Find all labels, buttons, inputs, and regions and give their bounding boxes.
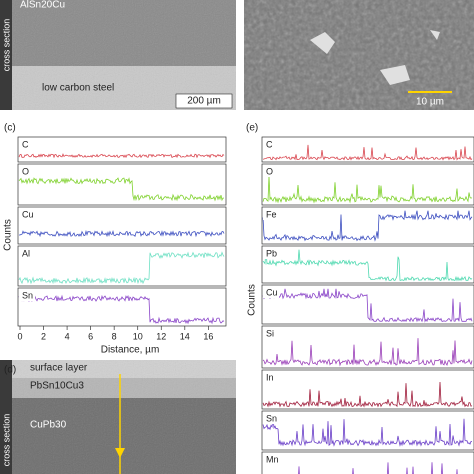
trace xyxy=(262,144,473,161)
trace-frame xyxy=(261,325,474,369)
element-label: O xyxy=(266,166,273,176)
trace-frame xyxy=(261,163,474,206)
label-bg xyxy=(263,138,279,150)
x-tick-label: 8 xyxy=(112,331,117,341)
micrograph-a: AlSn20Cu cross section low carbon steel … xyxy=(0,0,236,110)
element-label: Cu xyxy=(22,209,34,219)
x-axis-label: Distance, µm xyxy=(101,345,160,356)
x-tick-label: 10 xyxy=(133,331,143,341)
element-label: Sn xyxy=(22,290,33,300)
trace xyxy=(262,381,473,408)
x-tick-label: 16 xyxy=(203,331,213,341)
label-bg xyxy=(19,165,35,177)
element-label: Cu xyxy=(266,287,278,297)
label-bg xyxy=(263,286,279,298)
label-bg xyxy=(263,412,279,424)
scale-label: 10 µm xyxy=(416,97,444,108)
x-tick-label: 14 xyxy=(180,331,190,341)
element-label: Si xyxy=(266,328,274,338)
trace xyxy=(262,418,473,447)
element-label: In xyxy=(266,372,274,382)
trace xyxy=(18,153,225,159)
label-bg xyxy=(263,371,279,383)
x-tick-label: 6 xyxy=(88,331,93,341)
layer-label: PbSn10Cu3 xyxy=(30,381,84,392)
substrate-label: low carbon steel xyxy=(42,83,114,94)
element-label: Sn xyxy=(266,413,277,423)
element-label: Fe xyxy=(266,209,277,219)
element-label: C xyxy=(22,139,29,149)
label-bg xyxy=(19,289,35,301)
trace-frame xyxy=(17,163,227,206)
label-bg xyxy=(263,208,279,220)
trace xyxy=(18,251,225,285)
layer-label: surface layer xyxy=(30,363,88,374)
side-label: cross section xyxy=(1,414,11,467)
trace xyxy=(262,249,473,282)
trace-frame xyxy=(261,206,474,245)
element-label: Pb xyxy=(266,248,277,258)
label-bg xyxy=(19,208,35,220)
trace xyxy=(262,175,473,204)
y-axis-label: Counts xyxy=(3,219,14,251)
panel-tag: (c) xyxy=(4,123,16,134)
side-label: cross section xyxy=(1,19,11,72)
label-bg xyxy=(263,327,279,339)
trace-frame xyxy=(17,287,227,327)
trace-frame xyxy=(261,410,474,451)
label-bg xyxy=(263,453,279,465)
trace xyxy=(262,338,473,367)
x-tick-label: 4 xyxy=(65,331,70,341)
label-bg xyxy=(263,247,279,259)
trace xyxy=(262,210,473,242)
y-axis-label: Counts xyxy=(247,284,258,316)
trace xyxy=(18,177,225,202)
label-bg xyxy=(19,247,35,259)
material-label: AlSn20Cu xyxy=(20,0,65,11)
layer-label: CuPb30 xyxy=(30,420,67,431)
micrograph-d: (d) surface layer PbSn10Cu3 CuPb30 cross… xyxy=(0,360,236,474)
trace xyxy=(18,294,225,325)
trace-frame xyxy=(17,136,227,163)
trace-frame xyxy=(261,451,474,474)
element-label: Mn xyxy=(266,454,279,464)
panel-tag: (e) xyxy=(246,123,258,134)
scale-label: 200 µm xyxy=(187,96,221,107)
trace-frame xyxy=(17,206,227,245)
element-label: O xyxy=(22,166,29,176)
x-tick-label: 2 xyxy=(41,331,46,341)
x-tick-label: 0 xyxy=(17,331,22,341)
panel-tag: (d) xyxy=(4,365,16,376)
micrograph-b: 10 µm xyxy=(244,0,474,110)
scale-box xyxy=(175,93,233,109)
x-tick-label: 12 xyxy=(156,331,166,341)
label-bg xyxy=(19,138,35,150)
element-label: C xyxy=(266,139,273,149)
trace xyxy=(262,288,473,323)
trace xyxy=(19,229,225,238)
label-bg xyxy=(263,165,279,177)
element-label: Al xyxy=(22,248,30,258)
